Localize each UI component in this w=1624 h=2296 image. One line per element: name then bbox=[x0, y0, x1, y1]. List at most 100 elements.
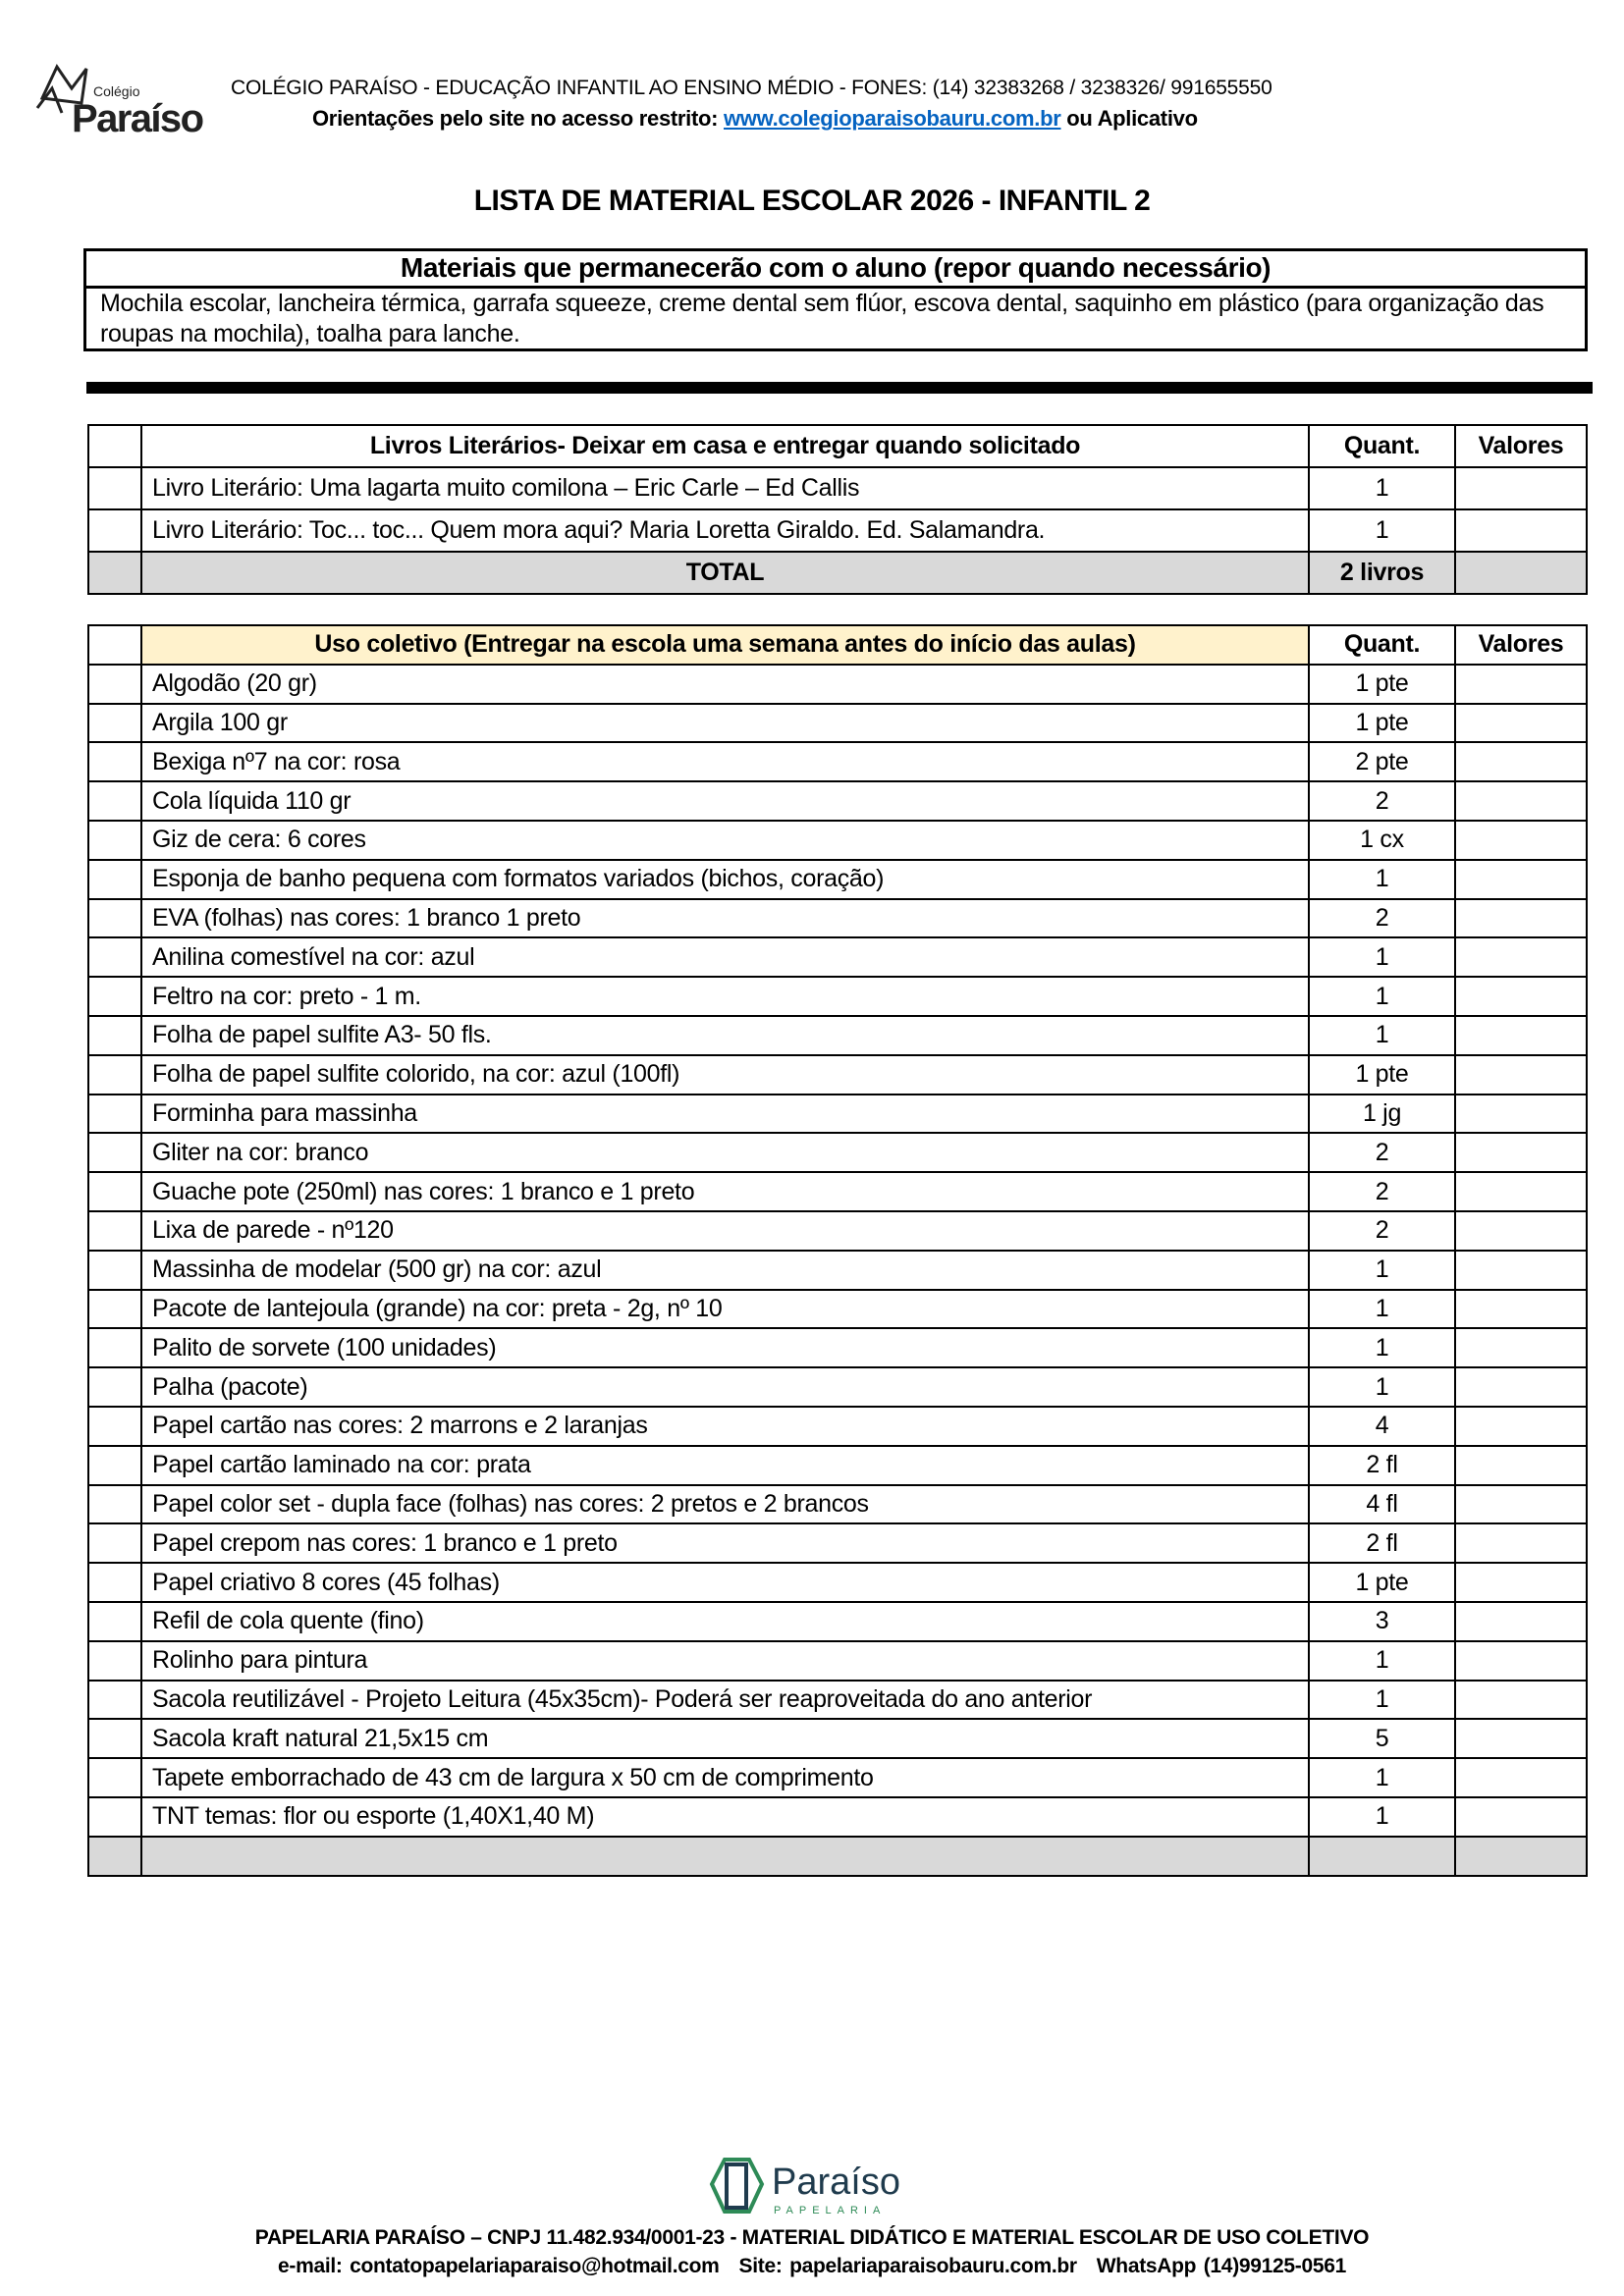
item-value bbox=[1454, 741, 1588, 783]
page-title: LISTA DE MATERIAL ESCOLAR 2026 - INFANTI… bbox=[473, 185, 1151, 217]
table-row: Esponja de banho pequena com formatos va… bbox=[87, 858, 1588, 900]
school-website-link[interactable]: www.colegioparaisobauru.com.br bbox=[724, 106, 1061, 131]
site-instructions: Orientações pelo site no acesso restrito… bbox=[312, 106, 1198, 132]
table-row: Algodão (20 gr) 1 pte bbox=[87, 663, 1588, 705]
item-value bbox=[1454, 780, 1588, 822]
books-heading: Livros Literários- Deixar em casa e entr… bbox=[140, 424, 1310, 468]
item-name: Palito de sorvete (100 unidades) bbox=[140, 1327, 1310, 1369]
item-name: Argila 100 gr bbox=[140, 702, 1310, 744]
item-qty: 1 bbox=[1308, 1757, 1456, 1798]
item-qty: 3 bbox=[1308, 1600, 1456, 1642]
table-row: Livro Literário: Toc... toc... Quem mora… bbox=[87, 508, 1588, 553]
item-value bbox=[1454, 897, 1588, 939]
item-qty: 1 bbox=[1308, 1327, 1456, 1369]
item-value bbox=[1454, 1249, 1588, 1291]
item-qty: 1 cx bbox=[1308, 819, 1456, 861]
total-row: TOTAL 2 livros bbox=[87, 551, 1588, 595]
item-name: Guache pote (250ml) nas cores: 1 branco … bbox=[140, 1171, 1310, 1212]
table-row: Folha de papel sulfite colorido, na cor:… bbox=[87, 1053, 1588, 1095]
instructions-text: Orientações pelo site no acesso restrito… bbox=[312, 106, 724, 131]
table-row: Livro Literário: Uma lagarta muito comil… bbox=[87, 466, 1588, 510]
item-name: Esponja de banho pequena com formatos va… bbox=[140, 858, 1310, 900]
footer-site: Site: papelariaparaisobauru.com.br bbox=[738, 2255, 1078, 2277]
colegio-paraiso-logo: Colégio Paraíso bbox=[35, 63, 204, 137]
item-value bbox=[1454, 1522, 1588, 1565]
item-qty: 1 pte bbox=[1308, 702, 1456, 744]
item-name: Forminha para massinha bbox=[140, 1093, 1310, 1135]
item-name: Sacola reutilizável - Projeto Leitura (4… bbox=[140, 1679, 1310, 1721]
item-qty: 1 bbox=[1308, 936, 1456, 979]
item-qty: 1 pte bbox=[1308, 663, 1456, 705]
empty-total-row bbox=[87, 1835, 1588, 1877]
item-value bbox=[1454, 1562, 1588, 1603]
item-qty: 2 pte bbox=[1308, 741, 1456, 783]
footer-whatsapp: WhatsApp (14)99125-0561 bbox=[1096, 2255, 1347, 2277]
item-value bbox=[1454, 1053, 1588, 1095]
item-qty: 2 bbox=[1308, 780, 1456, 822]
item-qty: 5 bbox=[1308, 1718, 1456, 1760]
item-name: Papel color set - dupla face (folhas) na… bbox=[140, 1483, 1310, 1525]
item-name: Papel cartão laminado na cor: prata bbox=[140, 1444, 1310, 1486]
item-name: Sacola kraft natural 21,5x15 cm bbox=[140, 1718, 1310, 1760]
footer-company-line: PAPELARIA PARAÍSO – CNPJ 11.482.934/0001… bbox=[254, 2226, 1370, 2249]
item-value bbox=[1454, 1288, 1588, 1330]
item-qty: 1 bbox=[1308, 1366, 1456, 1408]
item-qty: 2 bbox=[1308, 1209, 1456, 1252]
item-value bbox=[1454, 1600, 1588, 1642]
collective-use-table: Uso coletivo (Entregar na escola uma sem… bbox=[87, 624, 1588, 1877]
item-qty: 2 bbox=[1308, 1171, 1456, 1212]
item-value bbox=[1454, 1327, 1588, 1369]
table-row: Forminha para massinha 1 jg bbox=[87, 1093, 1588, 1135]
table-row: Sacola reutilizável - Projeto Leitura (4… bbox=[87, 1679, 1588, 1721]
collective-heading: Uso coletivo (Entregar na escola uma sem… bbox=[140, 624, 1310, 666]
item-qty: 1 bbox=[1308, 1639, 1456, 1682]
item-qty: 2 bbox=[1308, 897, 1456, 939]
item-name: Pacote de lantejoula (grande) na cor: pr… bbox=[140, 1288, 1310, 1330]
item-name: Folha de papel sulfite A3- 50 fls. bbox=[140, 1014, 1310, 1056]
table-row: Giz de cera: 6 cores 1 cx bbox=[87, 819, 1588, 861]
table-row: Palito de sorvete (100 unidades) 1 bbox=[87, 1327, 1588, 1369]
item-qty: 1 pte bbox=[1308, 1053, 1456, 1095]
qty-header: Quant. bbox=[1308, 624, 1456, 666]
table-row: Papel criativo 8 cores (45 folhas) 1 pte bbox=[87, 1562, 1588, 1603]
item-name: Refil de cola quente (fino) bbox=[140, 1600, 1310, 1642]
item-value bbox=[1454, 1679, 1588, 1721]
item-value bbox=[1454, 1171, 1588, 1212]
table-row: Pacote de lantejoula (grande) na cor: pr… bbox=[87, 1288, 1588, 1330]
item-qty: 1 bbox=[1308, 976, 1456, 1017]
item-name: Lixa de parede - nº120 bbox=[140, 1209, 1310, 1252]
item-value bbox=[1454, 1209, 1588, 1252]
svg-text:Colégio: Colégio bbox=[93, 83, 140, 99]
item-value bbox=[1454, 1718, 1588, 1760]
item-value bbox=[1454, 819, 1588, 861]
item-value bbox=[1454, 508, 1588, 553]
item-name: Massinha de modelar (500 gr) na cor: azu… bbox=[140, 1249, 1310, 1291]
item-name: Algodão (20 gr) bbox=[140, 663, 1310, 705]
item-value bbox=[1454, 1132, 1588, 1174]
item-qty: 1 bbox=[1308, 508, 1456, 553]
item-qty: 4 bbox=[1308, 1405, 1456, 1447]
item-value bbox=[1454, 1757, 1588, 1798]
item-value bbox=[1454, 1093, 1588, 1135]
table-row: Cola líquida 110 gr 2 bbox=[87, 780, 1588, 822]
table-row: Papel color set - dupla face (folhas) na… bbox=[87, 1483, 1588, 1525]
item-qty: 1 bbox=[1308, 466, 1456, 510]
item-qty: 1 bbox=[1308, 1795, 1456, 1838]
permanent-materials-heading: Materiais que permanecerão com o aluno (… bbox=[86, 251, 1585, 289]
qty-header: Quant. bbox=[1308, 424, 1456, 468]
footer-email: e-mail: contatopapelariaparaiso@hotmail.… bbox=[278, 2255, 720, 2277]
item-value bbox=[1454, 858, 1588, 900]
table-row: Tapete emborrachado de 43 cm de largura … bbox=[87, 1757, 1588, 1798]
table-row: EVA (folhas) nas cores: 1 branco 1 preto… bbox=[87, 897, 1588, 939]
item-name: Bexiga nº7 na cor: rosa bbox=[140, 741, 1310, 783]
item-qty: 2 bbox=[1308, 1132, 1456, 1174]
item-qty: 1 jg bbox=[1308, 1093, 1456, 1135]
item-qty: 1 bbox=[1308, 1249, 1456, 1291]
values-header: Valores bbox=[1454, 424, 1588, 468]
permanent-materials-text: Mochila escolar, lancheira térmica, garr… bbox=[100, 290, 1544, 347]
school-contact-line: COLÉGIO PARAÍSO - EDUCAÇÃO INFANTIL AO E… bbox=[231, 77, 1272, 99]
item-name: Papel crepom nas cores: 1 branco e 1 pre… bbox=[140, 1522, 1310, 1565]
table-row: Refil de cola quente (fino) 3 bbox=[87, 1600, 1588, 1642]
table-row: Papel cartão laminado na cor: prata 2 fl bbox=[87, 1444, 1588, 1486]
divider bbox=[86, 382, 1593, 394]
